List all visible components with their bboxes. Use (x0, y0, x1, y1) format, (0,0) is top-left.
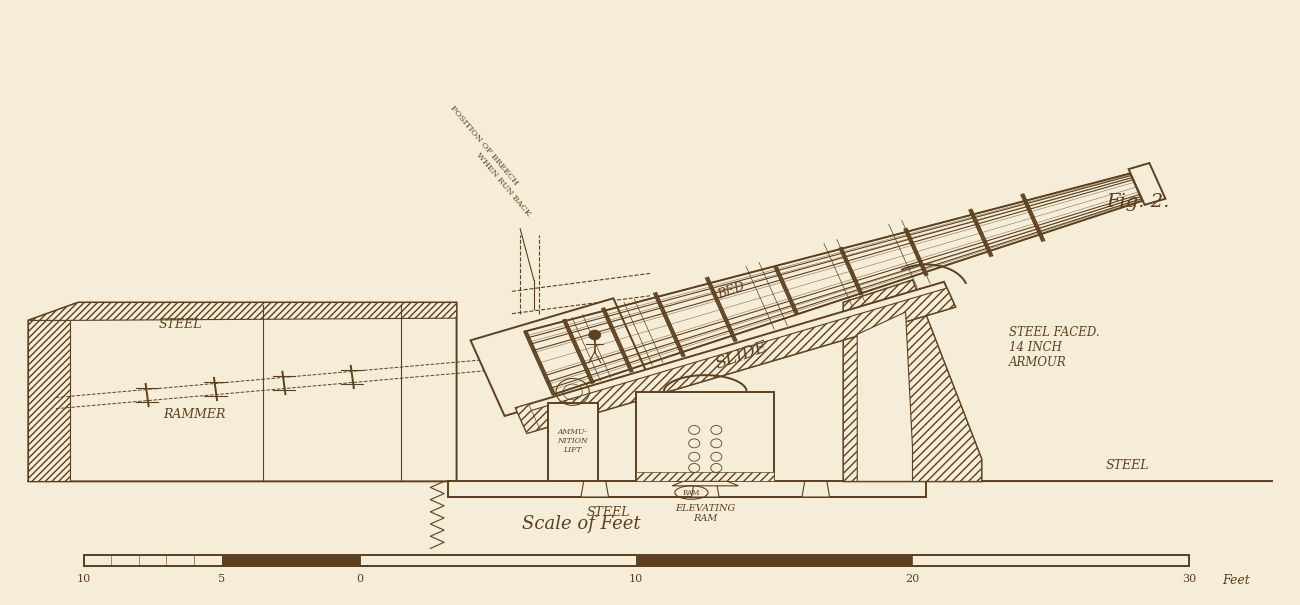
Polygon shape (29, 302, 456, 482)
Polygon shape (547, 403, 598, 482)
Polygon shape (802, 482, 829, 497)
Text: POSITION OF BREECH: POSITION OF BREECH (448, 105, 520, 188)
Polygon shape (519, 288, 956, 433)
Text: Scale of Feet: Scale of Feet (521, 515, 640, 533)
Polygon shape (672, 482, 738, 486)
Polygon shape (1128, 163, 1165, 205)
Text: 30: 30 (1182, 574, 1196, 584)
Bar (83, 555, 222, 566)
Circle shape (589, 330, 601, 340)
Bar (913, 555, 1188, 566)
Polygon shape (581, 482, 608, 497)
Polygon shape (516, 282, 956, 433)
Text: RAMMER: RAMMER (162, 408, 225, 421)
Text: ELEVATING
RAM: ELEVATING RAM (675, 504, 736, 523)
Bar (636, 555, 913, 566)
Bar (222, 555, 360, 566)
Text: 10: 10 (629, 574, 644, 584)
Polygon shape (448, 482, 927, 497)
Text: AMMU-
NITION
LIFT: AMMU- NITION LIFT (558, 428, 588, 454)
Text: STEEL FACED.
14 INCH
ARMOUR: STEEL FACED. 14 INCH ARMOUR (1009, 325, 1100, 368)
Polygon shape (844, 280, 982, 482)
Polygon shape (857, 312, 913, 482)
Text: STEEL: STEEL (1106, 459, 1149, 472)
Text: Feet: Feet (1222, 574, 1249, 587)
Bar (360, 555, 636, 566)
Polygon shape (29, 321, 70, 482)
Text: 20: 20 (905, 574, 919, 584)
Text: STEEL: STEEL (586, 506, 630, 519)
Text: SLIDE: SLIDE (714, 338, 771, 373)
Polygon shape (516, 404, 540, 433)
Bar (636, 473, 775, 482)
Polygon shape (471, 298, 647, 416)
Text: 5: 5 (218, 574, 225, 584)
Text: STEEL: STEEL (159, 318, 202, 332)
Text: Fig. 2.: Fig. 2. (1106, 193, 1169, 211)
Text: WHEN RUN BACK: WHEN RUN BACK (474, 151, 533, 217)
Polygon shape (692, 482, 719, 497)
Polygon shape (29, 302, 456, 321)
Text: 0: 0 (356, 574, 364, 584)
Text: RAM: RAM (682, 488, 701, 497)
Polygon shape (636, 392, 775, 482)
Text: BED: BED (716, 280, 748, 302)
Polygon shape (844, 280, 982, 482)
Text: 10: 10 (77, 574, 91, 584)
